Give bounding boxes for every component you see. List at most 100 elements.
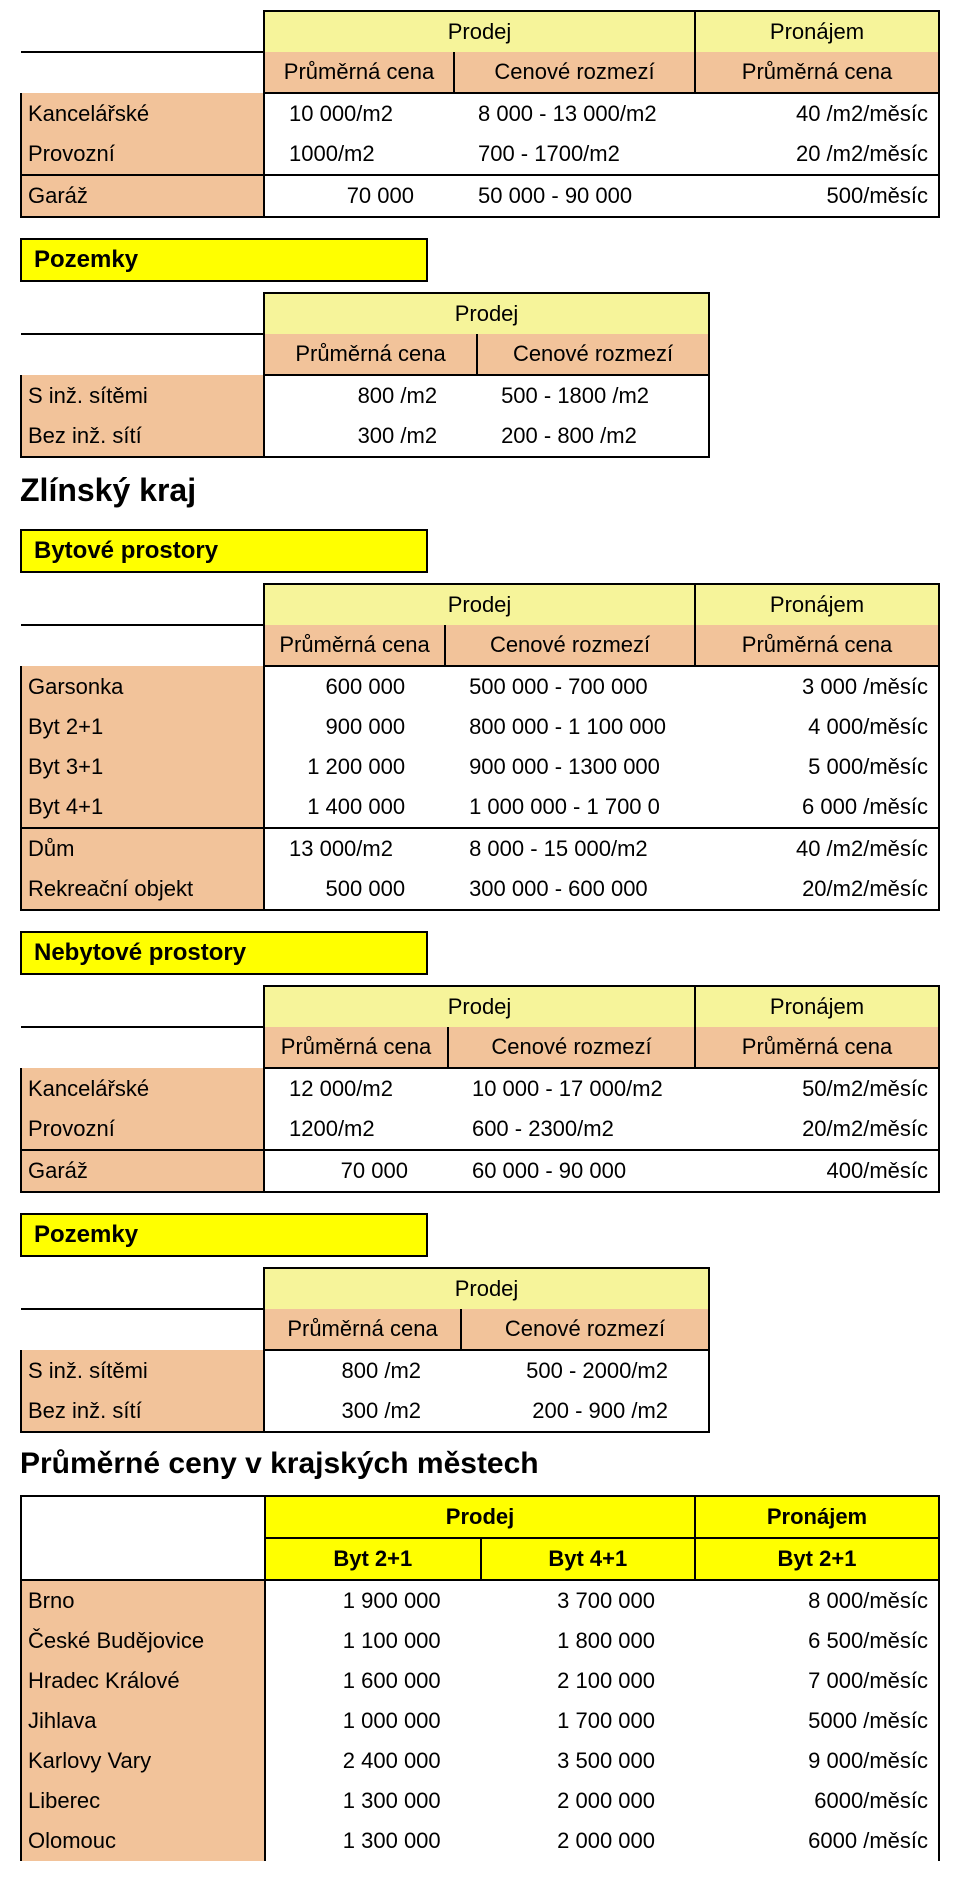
table-bytove: Prodej Pronájem Průměrná cena Cenové roz…	[20, 583, 940, 911]
row-label: Dům	[21, 828, 264, 869]
cell: 1 900 000	[265, 1580, 481, 1621]
cell: 700 - 1700/m2	[454, 134, 695, 175]
cell: 2 000 000	[481, 1821, 695, 1861]
cell: 1 800 000	[481, 1621, 695, 1661]
sub-prumerna: Průměrná cena	[264, 625, 445, 666]
heading-bytove: Bytové prostory	[20, 529, 428, 573]
cell: 500 000	[264, 869, 445, 910]
cell: 6 000 /měsíc	[695, 787, 939, 828]
row-label: České Budějovice	[21, 1621, 265, 1661]
sub-prumerna: Průměrná cena	[264, 52, 454, 93]
cell: 300 000 - 600 000	[445, 869, 695, 910]
cell: 300 /m2	[264, 1391, 461, 1432]
cell: 200 - 900 /m2	[461, 1391, 709, 1432]
cell: 40 /m2/měsíc	[695, 828, 939, 869]
row-label: Liberec	[21, 1781, 265, 1821]
sub-prumerna: Průměrná cena	[264, 334, 477, 375]
cell: 4 000/měsíc	[695, 707, 939, 747]
cell: 1 300 000	[265, 1821, 481, 1861]
cell: 1 300 000	[265, 1781, 481, 1821]
cell: 2 400 000	[265, 1741, 481, 1781]
table-nebytove-1: Prodej Pronájem Průměrná cena Cenové roz…	[20, 10, 940, 218]
row-label: Karlovy Vary	[21, 1741, 265, 1781]
row-label: Brno	[21, 1580, 265, 1621]
cell: 70 000	[264, 1150, 448, 1192]
table-cities: Prodej Pronájem Byt 2+1 Byt 4+1 Byt 2+1 …	[20, 1495, 940, 1861]
sub-prumerna-r: Průměrná cena	[695, 52, 939, 93]
heading-pozemky-2: Pozemky	[20, 1213, 428, 1257]
header-pronajem: Pronájem	[695, 1496, 939, 1538]
cell: 900 000 - 1300 000	[445, 747, 695, 787]
cell: 1 400 000	[264, 787, 445, 828]
heading-nebytove: Nebytové prostory	[20, 931, 428, 975]
header-pronajem: Pronájem	[695, 584, 939, 625]
sub-prumerna-r: Průměrná cena	[695, 1027, 939, 1068]
cell: 500/měsíc	[695, 175, 939, 217]
row-label: Bez inž. sítí	[21, 416, 264, 457]
heading-avg: Průměrné ceny v krajských městech	[20, 1447, 940, 1481]
cell: 1000/m2	[264, 134, 454, 175]
table-nebytove-2: Prodej Pronájem Průměrná cena Cenové roz…	[20, 985, 940, 1193]
cell: 5000 /měsíc	[695, 1701, 939, 1741]
sub-byt21: Byt 2+1	[265, 1538, 481, 1580]
row-label: Provozní	[21, 134, 264, 175]
cell: 20/m2/měsíc	[695, 1109, 939, 1150]
sub-byt41: Byt 4+1	[481, 1538, 695, 1580]
cell: 3 700 000	[481, 1580, 695, 1621]
header-prodej: Prodej	[264, 584, 695, 625]
sub-rozmezi: Cenové rozmezí	[448, 1027, 695, 1068]
cell: 1 100 000	[265, 1621, 481, 1661]
header-prodej: Prodej	[264, 1268, 709, 1309]
cell: 600 - 2300/m2	[448, 1109, 695, 1150]
row-label: Bez inž. sítí	[21, 1391, 264, 1432]
sub-prumerna-r: Průměrná cena	[695, 625, 939, 666]
header-prodej: Prodej	[264, 11, 695, 52]
header-pronajem: Pronájem	[695, 986, 939, 1027]
sub-rozmezi: Cenové rozmezí	[461, 1309, 709, 1350]
row-label: Byt 2+1	[21, 707, 264, 747]
cell: 3 500 000	[481, 1741, 695, 1781]
cell: 6 500/měsíc	[695, 1621, 939, 1661]
row-label: Provozní	[21, 1109, 264, 1150]
cell: 300 /m2	[264, 416, 477, 457]
cell: 60 000 - 90 000	[448, 1150, 695, 1192]
cell: 600 000	[264, 666, 445, 707]
sub-rozmezi: Cenové rozmezí	[477, 334, 709, 375]
cell: 40 /m2/měsíc	[695, 93, 939, 134]
cell: 10 000 - 17 000/m2	[448, 1068, 695, 1109]
cell: 6000/měsíc	[695, 1781, 939, 1821]
row-label: Kancelářské	[21, 93, 264, 134]
cell: 400/měsíc	[695, 1150, 939, 1192]
cell: 5 000/měsíc	[695, 747, 939, 787]
cell: 800 /m2	[264, 1350, 461, 1391]
cell: 1 000 000 - 1 700 0	[445, 787, 695, 828]
cell: 20 /m2/měsíc	[695, 134, 939, 175]
header-prodej: Prodej	[265, 1496, 695, 1538]
row-label: Garsonka	[21, 666, 264, 707]
row-label: Hradec Králové	[21, 1661, 265, 1701]
heading-kraj: Zlínský kraj	[20, 472, 940, 509]
sub-rozmezi: Cenové rozmezí	[454, 52, 695, 93]
cell: 2 100 000	[481, 1661, 695, 1701]
cell: 1 000 000	[265, 1701, 481, 1741]
cell: 1200/m2	[264, 1109, 448, 1150]
cell: 500 000 - 700 000	[445, 666, 695, 707]
table-pozemky-1: Prodej Průměrná cena Cenové rozmezí S in…	[20, 292, 710, 458]
row-label: Byt 4+1	[21, 787, 264, 828]
cell: 500 - 2000/m2	[461, 1350, 709, 1391]
header-pronajem: Pronájem	[695, 11, 939, 52]
row-label: Rekreační objekt	[21, 869, 264, 910]
cell: 1 700 000	[481, 1701, 695, 1741]
sub-rozmezi: Cenové rozmezí	[445, 625, 695, 666]
cell: 2 000 000	[481, 1781, 695, 1821]
row-label: Garáž	[21, 175, 264, 217]
cell: 20/m2/měsíc	[695, 869, 939, 910]
row-label: Kancelářské	[21, 1068, 264, 1109]
cell: 500 - 1800 /m2	[477, 375, 709, 416]
row-label: Byt 3+1	[21, 747, 264, 787]
cell: 8 000 - 15 000/m2	[445, 828, 695, 869]
row-label: S inž. sítěmi	[21, 375, 264, 416]
cell: 1 200 000	[264, 747, 445, 787]
cell: 10 000/m2	[264, 93, 454, 134]
row-label: Garáž	[21, 1150, 264, 1192]
